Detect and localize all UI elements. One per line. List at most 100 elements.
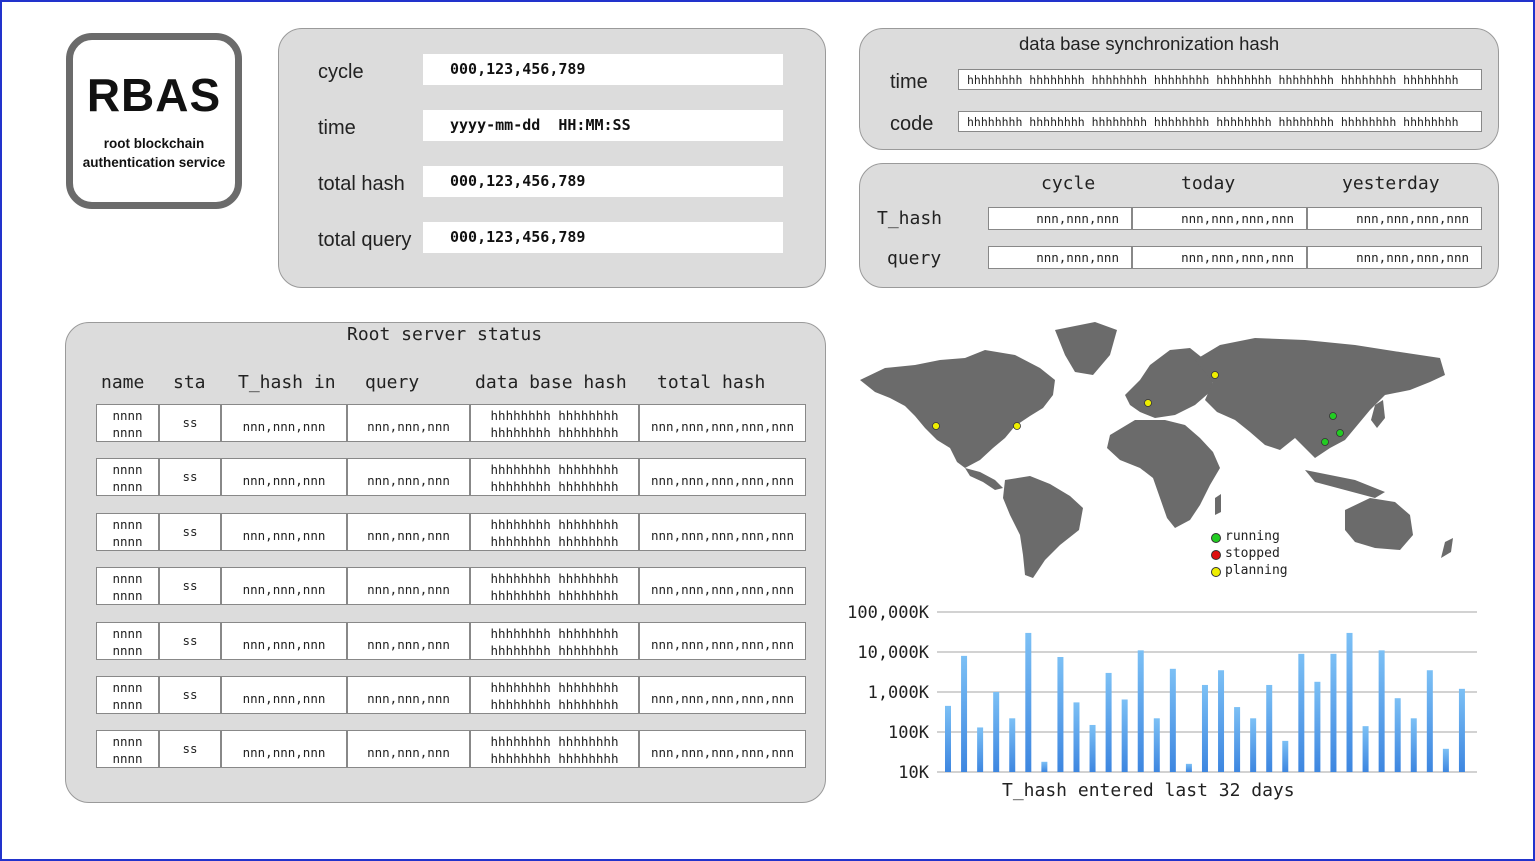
chart-bar xyxy=(993,692,1000,772)
chart-bar xyxy=(1282,740,1289,772)
chart-bar xyxy=(1458,688,1465,772)
col-header-db-hash: data base hash xyxy=(475,372,627,393)
marker-planning[interactable] xyxy=(1211,371,1219,379)
chart-bar xyxy=(1330,653,1337,772)
new-zealand-shape xyxy=(1441,538,1453,558)
south-america-shape xyxy=(1003,476,1083,578)
cell-db-line1: hhhhhhhh hhhhhhhh xyxy=(490,734,619,750)
table-row[interactable]: nnnn nnnn ss nnn,nnn,nnn nnn,nnn,nnn hhhhhhhh… xyxy=(96,730,806,769)
cell-total: nnn,nnn,nnn,nnn,nnn xyxy=(639,512,806,551)
marker-running[interactable] xyxy=(1329,412,1337,420)
table-row[interactable]: nnnn nnnn ss nnn,nnn,nnn nnn,nnn,nnn hhhhhhhh… xyxy=(96,621,806,660)
cell-name-line1: nnnn xyxy=(112,680,143,695)
cell-sta: ss xyxy=(159,730,221,769)
stats-row-thash-label: T_hash xyxy=(877,208,943,229)
total-query-value: 000,123,456,789 xyxy=(450,228,586,246)
cell-name: nnnn nnnn xyxy=(96,730,159,769)
cell-name: nnnn nnnn xyxy=(96,512,159,551)
cell-db-line2: hhhhhhhh hhhhhhhh xyxy=(490,588,619,604)
table-row[interactable]: nnnn nnnn ss nnn,nnn,nnn nnn,nnn,nnn hhhhhhhh… xyxy=(96,512,806,551)
cell-name-line2: nnnn xyxy=(112,697,143,712)
table-row[interactable]: nnnn nnnn ss nnn,nnn,nnn nnn,nnn,nnn hhhhhhhh… xyxy=(96,458,806,497)
total-hash-label: total hash xyxy=(318,173,405,195)
north-america-shape xyxy=(860,350,1055,468)
cell-db: hhhhhhhh hhhhhhhh hhhhhhhh hhhhhhhh xyxy=(470,512,639,551)
chart-bar xyxy=(1250,718,1257,772)
cell-name: nnnn nnnn xyxy=(96,621,159,660)
cell-db-line1: hhhhhhhh hhhhhhhh xyxy=(490,516,619,532)
chart-bar xyxy=(1041,761,1048,772)
cell-name-line1: nnnn xyxy=(112,625,143,641)
world-map xyxy=(860,322,1453,578)
cell-thash: nnn,nnn,nnn xyxy=(221,567,347,606)
stats-thash-today: nnn,nnn,nnn,nnn xyxy=(1132,207,1307,230)
chart-bar xyxy=(1105,672,1112,772)
sync-code-value: hhhhhhhh hhhhhhhh hhhhhhhh hhhhhhhh hhhh… xyxy=(958,111,1482,132)
table-row[interactable]: nnnn nnnn ss nnn,nnn,nnn nnn,nnn,nnn hhhhhhhh… xyxy=(96,676,806,714)
chart-bar xyxy=(1394,698,1401,772)
cell-db-line2: hhhhhhhh hhhhhhhh xyxy=(490,479,619,495)
cell-db-line1: hhhhhhhh hhhhhhhh xyxy=(490,571,619,587)
cell-db: hhhhhhhh hhhhhhhh hhhhhhhh hhhhhhhh xyxy=(470,567,639,606)
cell-query: nnn,nnn,nnn xyxy=(347,458,470,497)
cell-db: hhhhhhhh hhhhhhhh hhhhhhhh hhhhhhhh xyxy=(470,676,639,714)
chart-bar xyxy=(961,655,968,772)
chart-bar xyxy=(977,727,984,772)
logo-subtitle-line2: authentication service xyxy=(82,155,226,170)
legend-stopped-dot xyxy=(1211,550,1221,560)
chart-bar xyxy=(1314,681,1321,772)
chart-bar xyxy=(1362,726,1369,772)
logo-title: RBAS xyxy=(86,69,222,121)
cell-thash: nnn,nnn,nnn xyxy=(221,512,347,551)
total-query-label: total query xyxy=(318,229,412,251)
cell-query: nnn,nnn,nnn xyxy=(347,730,470,769)
time-value: yyyy-mm-dd HH:MM:SS xyxy=(450,116,631,134)
logo-subtitle-line1: root blockchain xyxy=(103,136,205,151)
table-row[interactable]: nnnn nnnn ss nnn,nnn,nnn nnn,nnn,nnn hhhhhhhh… xyxy=(96,404,806,442)
col-header-sta: sta xyxy=(173,372,206,393)
marker-planning[interactable] xyxy=(1013,422,1021,430)
cell-query: nnn,nnn,nnn xyxy=(347,404,470,442)
legend-planning-label: planning xyxy=(1225,563,1288,578)
cell-name-line2: nnnn xyxy=(112,588,143,604)
stats-query-cycle: nnn,nnn,nnn xyxy=(988,246,1132,269)
sync-time-value: hhhhhhhh hhhhhhhh hhhhhhhh hhhhhhhh hhhh… xyxy=(958,69,1482,90)
cell-thash: nnn,nnn,nnn xyxy=(221,458,347,497)
time-label: time xyxy=(318,117,356,139)
table-row[interactable]: nnnn nnnn ss nnn,nnn,nnn nnn,nnn,nnn hhhhhhhh… xyxy=(96,567,806,606)
marker-running[interactable] xyxy=(1321,438,1329,446)
cell-db-line1: hhhhhhhh hhhhhhhh xyxy=(490,625,619,641)
cell-db-line1: hhhhhhhh hhhhhhhh xyxy=(490,680,619,695)
legend-running-label: running xyxy=(1225,529,1280,544)
chart-bar xyxy=(1185,763,1192,772)
cell-db-line2: hhhhhhhh hhhhhhhh xyxy=(490,642,619,658)
rbas-logo: RBAS root blockchain authentication serv… xyxy=(66,33,242,209)
chart-y-tick-label: 10K xyxy=(898,763,929,783)
cell-name-line2: nnnn xyxy=(112,533,143,549)
sync-title: data base synchronization hash xyxy=(1019,33,1280,54)
cell-sta: ss xyxy=(159,567,221,606)
cell-query: nnn,nnn,nnn xyxy=(347,512,470,551)
cycle-value: 000,123,456,789 xyxy=(450,60,586,78)
map-land xyxy=(860,322,1453,578)
cell-db-line1: hhhhhhhh hhhhhhhh xyxy=(490,462,619,478)
cell-total: nnn,nnn,nnn,nnn,nnn xyxy=(639,567,806,606)
sync-code-label: code xyxy=(890,113,934,135)
chart-bar xyxy=(1346,632,1353,772)
marker-planning[interactable] xyxy=(932,422,940,430)
legend-running-dot xyxy=(1211,533,1221,543)
marker-planning[interactable] xyxy=(1144,399,1152,407)
total-query-value-box: 000,123,456,789 xyxy=(423,222,783,253)
marker-running[interactable] xyxy=(1336,429,1344,437)
chart-bar xyxy=(1057,656,1064,772)
server-status-title: Root server status xyxy=(347,324,543,345)
japan-shape xyxy=(1371,400,1385,428)
stats-thash-yesterday: nnn,nnn,nnn,nnn xyxy=(1307,207,1482,230)
stats-header-yesterday: yesterday xyxy=(1342,173,1440,194)
cell-query: nnn,nnn,nnn xyxy=(347,567,470,606)
chart-bar xyxy=(1378,650,1385,772)
sync-time-label: time xyxy=(890,71,928,93)
asia-shape xyxy=(1195,338,1445,458)
cell-db-line2: hhhhhhhh hhhhhhhh xyxy=(490,751,619,767)
chart-bar xyxy=(1009,718,1016,772)
